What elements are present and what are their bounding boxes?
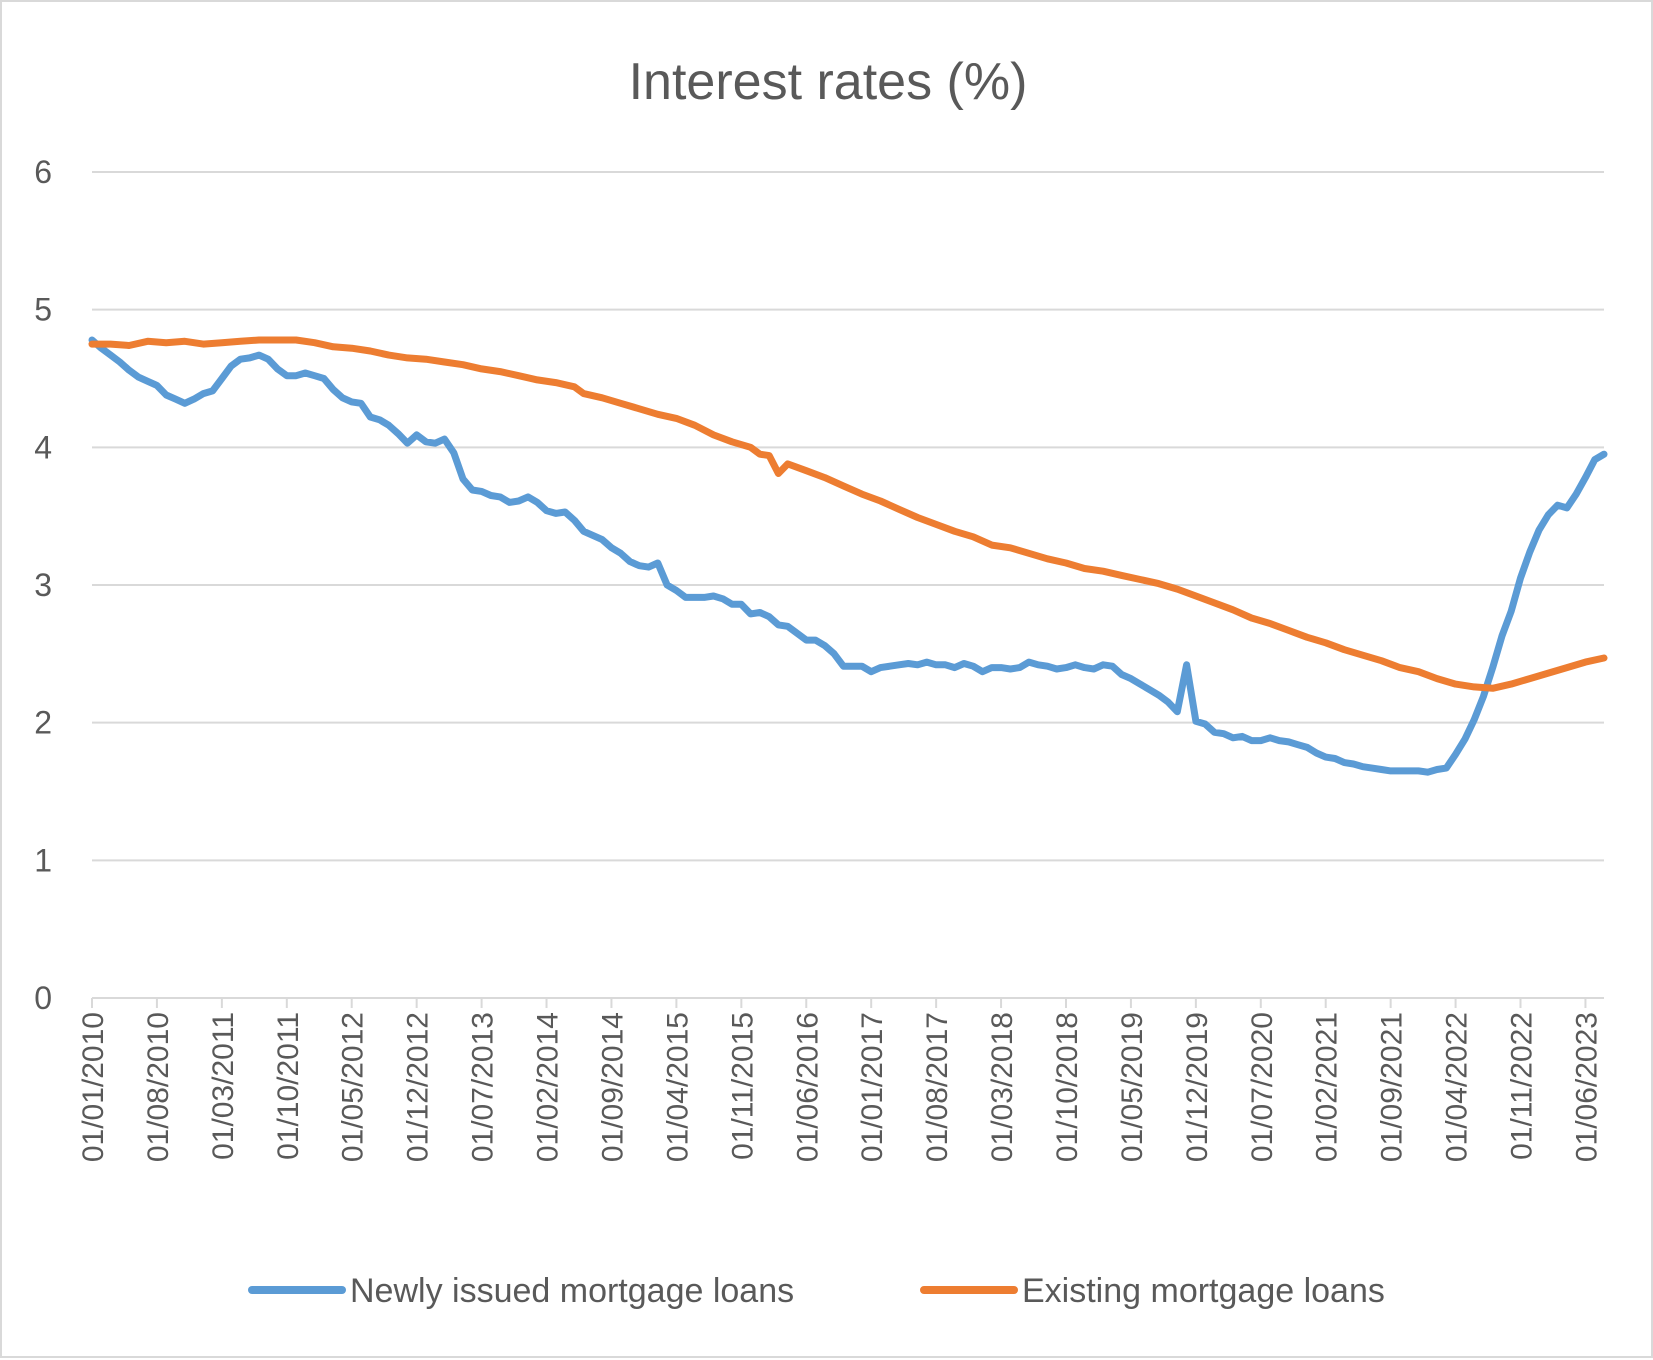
- chart-title: Interest rates (%): [629, 53, 1028, 111]
- legend-label-0: Newly issued mortgage loans: [350, 1272, 794, 1310]
- x-tick-label: 01/08/2010: [142, 1012, 175, 1162]
- y-tick-label: 3: [34, 567, 52, 603]
- y-tick-label: 4: [34, 429, 52, 465]
- x-tick-label: 01/04/2022: [1441, 1012, 1474, 1162]
- grid-lines: [92, 171, 1604, 862]
- x-tick-label: 01/03/2018: [986, 1012, 1019, 1162]
- legend: Newly issued mortgage loans Existing mort…: [248, 1272, 1385, 1310]
- x-tick-label: 01/06/2016: [791, 1012, 824, 1162]
- y-axis-ticks: 0 1 2 3 4 5 6: [34, 154, 52, 1016]
- x-tick-label: 01/09/2014: [596, 1012, 629, 1162]
- legend-label-1: Existing mortgage loans: [1022, 1272, 1385, 1310]
- x-tick-label: 01/10/2018: [1051, 1012, 1084, 1162]
- x-tick-label: 01/11/2022: [1506, 1012, 1539, 1160]
- x-tick-label: 01/07/2013: [467, 1012, 500, 1162]
- x-tick-label: 01/02/2014: [532, 1012, 565, 1162]
- x-tick-label: 01/12/2019: [1181, 1012, 1214, 1162]
- series-lines: [88, 336, 1608, 776]
- y-tick-label: 2: [34, 705, 52, 741]
- x-axis: 01/01/2010 01/08/2010 01/03/2011 01/10/2011…: [77, 997, 1604, 1162]
- x-tick-label: 01/11/2015: [726, 1012, 759, 1160]
- y-tick-label: 6: [34, 154, 52, 190]
- x-tick-label: 01/06/2023: [1570, 1012, 1603, 1162]
- x-tick-label: 01/04/2015: [661, 1012, 694, 1162]
- x-tick-label: 01/02/2021: [1311, 1012, 1344, 1162]
- y-tick-label: 0: [34, 980, 52, 1016]
- y-tick-label: 5: [34, 292, 52, 328]
- x-tick-label: 01/08/2017: [921, 1012, 954, 1162]
- x-tick-label: 01/09/2021: [1376, 1012, 1409, 1162]
- series-line-1: [88, 336, 1608, 692]
- x-tick-label: 01/05/2012: [337, 1012, 370, 1162]
- series-line-0: [88, 336, 1608, 776]
- x-tick-label: 01/01/2017: [856, 1012, 889, 1162]
- x-tick-label: 01/10/2011: [272, 1012, 305, 1160]
- x-tick-label: 01/07/2020: [1246, 1012, 1279, 1162]
- x-tick-label: 01/03/2011: [207, 1012, 240, 1160]
- y-tick-label: 1: [34, 842, 52, 878]
- x-tick-label: 01/05/2019: [1116, 1012, 1149, 1162]
- x-tick-label: 01/01/2010: [77, 1012, 110, 1162]
- x-tick-label: 01/12/2012: [402, 1012, 435, 1162]
